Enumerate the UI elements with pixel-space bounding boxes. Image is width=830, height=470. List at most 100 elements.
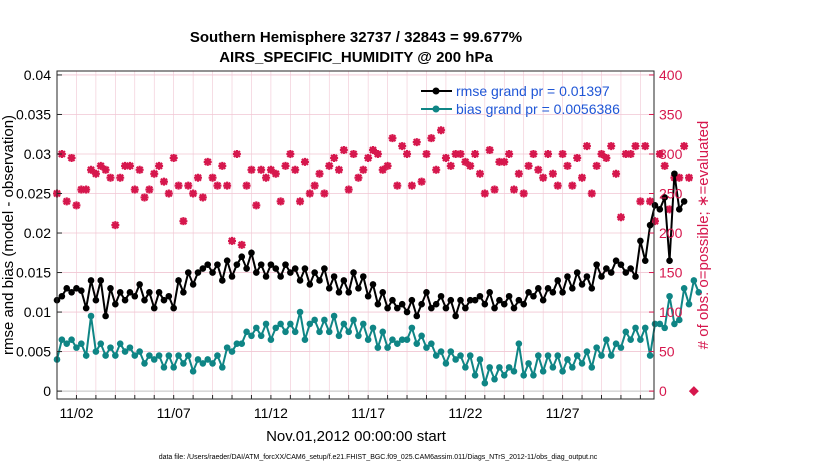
rmse-point [491,304,498,312]
obs-count-point [398,142,407,151]
bias-point [218,364,226,371]
bias-point [121,348,129,355]
obs-count-point [159,177,168,186]
obs-count-mark [437,126,446,135]
bias-point [107,344,114,351]
bias-point [340,320,348,328]
obs-count-point [597,149,606,158]
rmse-point [442,304,450,312]
obs-count-mark [135,165,144,174]
bias-point [544,352,552,359]
y-tick-label: 0 [43,383,51,399]
bias-point [267,336,275,344]
bias-point [539,368,547,375]
bias-point [447,348,455,355]
obs-count-point [96,161,105,170]
rmse-point [384,304,391,312]
obs-count-mark [655,149,664,158]
obs-count-mark [189,189,198,198]
bias-point [287,320,294,328]
bias-point [384,344,391,351]
obs-count-point [631,142,640,151]
y2-axis-label: # of obs: o=possible; ∗=evaluated [695,121,712,350]
obs-count-point [675,173,684,182]
bias-point [457,352,464,359]
legend-rmse-label: rmse grand pr = 0.01397 [456,83,610,99]
rmse-point [102,312,109,320]
obs-count-mark [125,161,134,170]
rmse-point [394,304,401,312]
rmse-point [564,273,571,280]
rmse-point [525,289,532,296]
obs-count-point [578,173,587,182]
bias-point [481,379,489,387]
bias-point [136,348,143,355]
rmse-point [437,292,445,300]
bias-point [651,320,659,328]
bias-point [350,316,357,324]
bias-point [364,336,372,344]
obs-count-mark [441,153,450,162]
rmse-point [627,265,634,272]
bias-point [418,332,425,340]
obs-count-mark [665,205,674,214]
rmse-point [471,296,479,304]
obs-count-mark [646,197,655,206]
bias-point [325,328,333,336]
obs-count-mark [378,165,387,174]
rmse-point [510,304,518,312]
bias-point [97,340,105,347]
rmse-point [218,277,226,284]
obs-count-mark [203,157,212,166]
obs-count-mark [393,181,402,190]
bias-point [228,348,236,355]
obs-count-mark [685,173,694,182]
bias-point [170,364,177,371]
rmse-point [413,312,421,320]
obs-count-mark [330,153,339,162]
bias-point [432,352,440,359]
obs-count-mark [179,217,188,226]
rmse-point [612,257,620,264]
bias-point [578,360,586,367]
obs-count-point [427,134,436,143]
bias-point [617,344,625,351]
rmse-point [496,296,503,304]
obs-count-point [334,165,343,174]
obs-count-mark [500,157,509,166]
obs-count-mark [675,173,684,182]
obs-count-point [242,181,251,190]
rmse-point [306,281,314,288]
bias-point [330,312,338,320]
obs-count-mark [364,153,373,162]
bias-point [466,352,474,359]
obs-count-point [213,181,222,190]
bias-point [150,356,158,363]
rmse-point [578,281,586,288]
obs-count-point [125,161,134,170]
obs-count-point [111,221,120,230]
obs-count-mark [140,193,149,202]
chart-subtitle: AIRS_SPECIFIC_HUMIDITY @ 200 hPa [219,49,493,66]
obs-count-mark [218,161,227,170]
rmse-point [121,296,129,304]
obs-count-mark [636,197,645,206]
bias-point [58,336,66,344]
obs-count-mark [174,181,183,190]
bias-point [530,371,537,379]
obs-count-mark [680,142,689,151]
rmse-point [257,261,265,268]
obs-count-mark [373,149,382,158]
bias-point [403,336,411,344]
y-tick-label: 0.035 [16,106,51,122]
bias-point [180,360,187,367]
obs-count-point [519,189,528,198]
obs-count-mark [87,165,96,174]
obs-count-point [553,181,562,190]
obs-count-mark [145,185,154,194]
bias-point [588,364,596,371]
bias-point [413,340,421,347]
bias-point [194,356,202,363]
rmse-point [141,296,148,304]
obs-count-mark [276,197,285,206]
